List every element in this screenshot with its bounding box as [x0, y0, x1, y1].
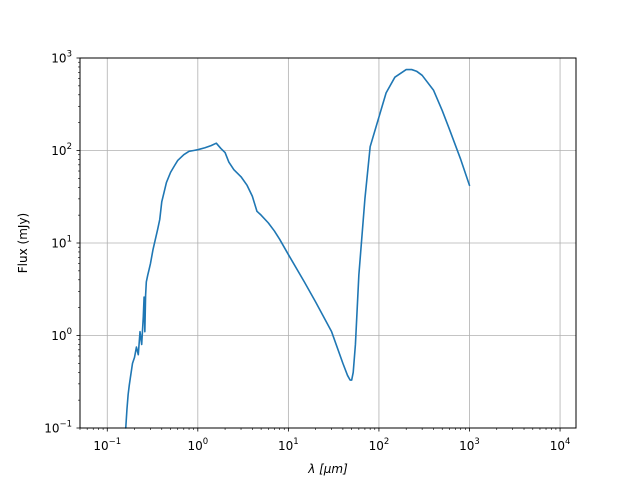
y-tick-label: 103	[51, 50, 72, 66]
x-tick-label: 101	[278, 437, 299, 453]
x-tick-label: 104	[550, 437, 571, 453]
x-tick-label: 10−1	[93, 437, 121, 453]
y-tick-label: 101	[51, 235, 72, 251]
x-tick-label: 100	[187, 437, 208, 453]
series-line	[124, 68, 471, 429]
y-axis-label: Flux (mJy)	[16, 213, 30, 273]
x-tick-label: 102	[369, 437, 390, 453]
x-tick-label: 103	[459, 437, 480, 453]
x-axis-ticks: 10−1 100 101 102 103 104	[93, 428, 570, 453]
y-tick-label: 102	[51, 142, 72, 158]
y-axis-ticks: 10−1 100 101 102 103	[44, 50, 80, 436]
x-axis-label: λ [μm]	[307, 462, 348, 476]
y-tick-label: 100	[51, 327, 72, 343]
y-tick-label: 10−1	[44, 420, 72, 436]
series-layer	[124, 68, 471, 429]
